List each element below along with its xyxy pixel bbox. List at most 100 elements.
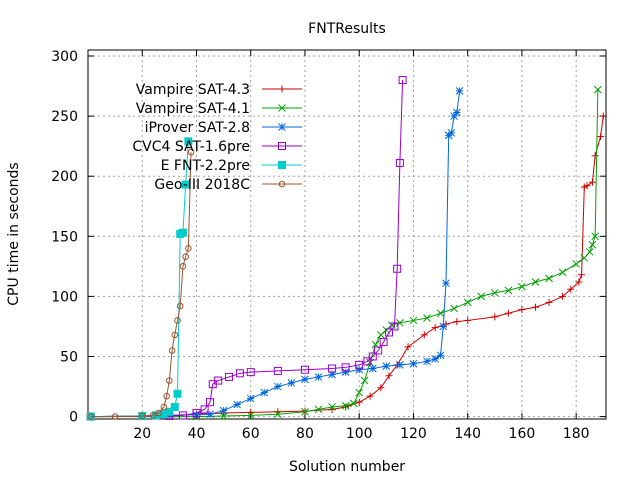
data-point [379,338,388,347]
data-point [273,382,282,391]
data-point [314,373,323,381]
legend-label: Vampire SAT-4.1 [136,101,250,117]
y-axis-label: CPU time in seconds [6,162,22,305]
data-point [531,303,539,311]
data-point [453,318,461,326]
data-point [355,360,364,369]
data-point [246,394,255,403]
chart-title: FNTResults [308,21,386,37]
series-line [90,152,192,418]
data-point [393,264,402,273]
data-point [235,369,244,378]
data-point [423,314,431,322]
y-tick-label: 200 [51,169,78,185]
data-point [594,85,602,94]
data-point [491,313,499,321]
data-point [233,400,242,409]
x-tick-label: 180 [563,426,590,442]
x-tick-label: 40 [188,426,206,442]
legend-item: E FNT-2.2pre [161,158,302,174]
data-point [185,245,192,252]
data-point [246,411,255,420]
data-point [278,161,286,169]
data-point [409,316,418,325]
y-tick-label: 0 [69,410,78,426]
data-point [278,85,286,93]
data-point [583,182,591,190]
data-point [409,359,418,368]
data-point [385,328,394,337]
data-point [341,368,350,376]
data-point [390,322,399,331]
data-point [328,403,336,411]
x-tick-label: 140 [454,426,481,442]
legend-item: Geo-III 2018C [154,177,302,193]
data-point [374,346,383,355]
data-point [368,352,377,361]
data-point [138,412,146,420]
data-point [396,361,404,369]
data-point [567,285,575,293]
data-point [163,392,170,400]
data-point [246,368,255,377]
data-point [219,412,228,420]
data-point [260,388,269,397]
data-point [578,271,586,279]
data-point [178,411,187,420]
data-point [200,405,209,414]
legend-item: CVC4 SAT-1.6pre [132,139,302,155]
legend-label: E FNT-2.2pre [161,158,250,174]
data-point [395,158,404,167]
data-point [287,379,296,387]
data-point [382,362,391,370]
data-point [423,357,431,366]
data-point [349,399,358,408]
data-point [149,412,157,419]
data-point [490,288,499,297]
data-point [173,389,182,398]
data-point [599,112,607,120]
data-point [160,403,168,411]
series-vampire-sat-4-1 [86,85,602,421]
data-point [545,298,553,306]
data-point [504,286,513,295]
data-point [450,304,458,313]
data-point [559,292,567,300]
data-point [464,316,472,324]
data-point [420,331,428,339]
x-axis-label: Solution number [289,459,405,475]
data-point [155,409,162,417]
x-axis-ticks: 20 40 60 80 100 120 140 160 180 [133,50,590,442]
data-point [504,309,512,317]
data-point [447,129,456,137]
data-point [314,405,323,414]
data-point [355,388,364,397]
legend: Vampire SAT-4.3 Vampire SAT-4.1 iProver SA… [132,82,302,193]
data-point [273,410,282,419]
data-point [111,413,119,420]
data-point [591,152,599,160]
data-point [436,351,445,360]
data-point [518,282,526,291]
data-point [273,366,282,375]
data-point [398,76,407,85]
data-point [342,403,350,411]
data-point [518,306,526,314]
data-point [439,322,448,331]
legend-label: Vampire SAT-4.3 [136,82,250,98]
data-point [328,364,337,373]
data-point [572,260,581,268]
y-tick-label: 150 [51,229,78,245]
data-point [278,104,286,112]
legend-label: iProver SAT-2.8 [145,120,250,136]
y-tick-label: 50 [60,349,78,365]
data-point [531,278,540,286]
data-point [575,278,583,286]
data-point [585,248,594,256]
data-point [178,228,187,237]
legend-item: iProver SAT-2.8 [145,120,302,136]
y-tick-label: 250 [51,109,78,125]
data-point [187,148,195,156]
data-point [355,398,363,406]
